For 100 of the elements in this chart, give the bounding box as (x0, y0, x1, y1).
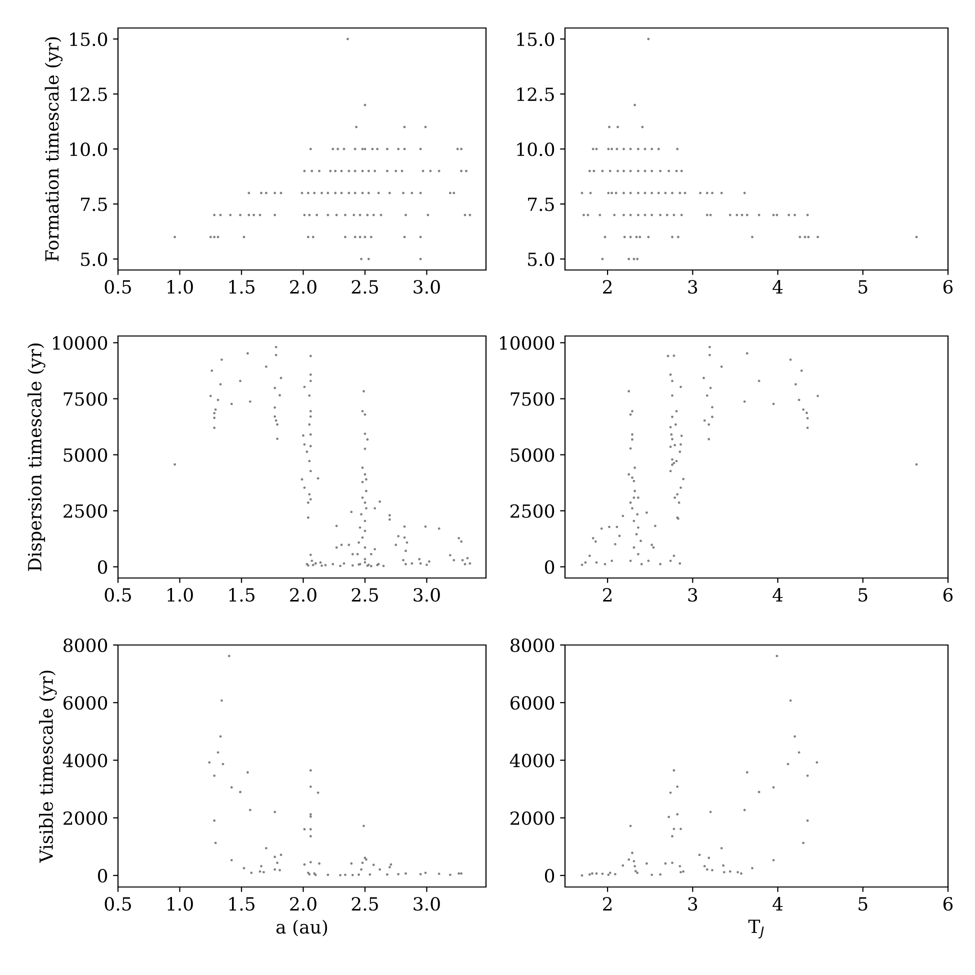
y-tick-label: 12.5 (517, 87, 554, 102)
point (802, 842, 805, 844)
x-tick-label: 6 (943, 897, 953, 911)
y-tick-label: 4000 (62, 754, 108, 768)
y-tick-label: 8000 (64, 638, 108, 652)
point (650, 874, 654, 876)
x-tick-label: 5 (858, 280, 868, 294)
x-tick-label: 2.0 (290, 897, 316, 911)
x-tick-label: 2 (603, 897, 612, 910)
x-axis-title: T$_{J}$ (748, 920, 764, 938)
point (728, 870, 732, 873)
x-tick-label: 3.0 (414, 588, 440, 602)
y-tick-label: 6000 (510, 696, 554, 710)
point (632, 860, 636, 862)
point (816, 761, 818, 764)
point (668, 816, 670, 818)
x-tick-label: 1.5 (229, 897, 254, 911)
x-tick-label: 0.5 (104, 897, 131, 911)
y-tick-label: 15.0 (70, 32, 108, 46)
point (676, 785, 679, 788)
y-tick-label: 5000 (64, 448, 108, 462)
x-tick-label: 2.5 (352, 897, 378, 911)
x-tick-label: 3.0 (414, 280, 440, 294)
x-tick-label: 1.0 (168, 588, 193, 602)
y-tick-label: 6000 (64, 696, 108, 710)
y-tick-label: 0 (544, 560, 554, 574)
x-tick-label: 4 (772, 897, 783, 910)
y-tick-label: 4000 (510, 754, 554, 768)
x-tick-label: 2.5 (352, 588, 378, 602)
x-tick-label: 3.0 (414, 897, 440, 911)
y-axis-title: Dispersion timescale (yr) (28, 344, 46, 571)
x-tick-label: 6 (943, 588, 953, 602)
y-tick-label: 10000 (53, 336, 108, 350)
point (772, 786, 775, 789)
y-tick-label: 0 (544, 868, 554, 883)
point (722, 870, 726, 874)
y-tick-label: 5.0 (528, 252, 554, 266)
x-tick-label: 1.5 (229, 280, 254, 294)
y-tick-label: 2500 (64, 504, 108, 518)
x-tick-label: 4 (772, 280, 783, 294)
point (772, 858, 775, 862)
point (703, 864, 706, 868)
point (608, 872, 612, 874)
y-tick-label: 5.0 (81, 252, 108, 266)
x-tick-label: 3 (688, 280, 698, 294)
y-axis-title: Visible timescale (yr) (39, 670, 57, 863)
point (628, 858, 630, 861)
point (708, 856, 710, 860)
point (746, 771, 748, 774)
point (794, 735, 796, 738)
x-tick-label: 2 (603, 280, 612, 294)
y-tick-label: 10.0 (70, 142, 108, 156)
point (740, 872, 742, 875)
x-tick-label: 0.5 (104, 588, 131, 602)
y-axis-title: Formation timescale (yr) (44, 37, 63, 262)
point (588, 873, 591, 876)
point (622, 864, 624, 867)
y-tick-label: 5000 (510, 448, 554, 462)
x-tick-label: 2.5 (352, 280, 378, 294)
point (672, 769, 676, 772)
y-tick-label: 15.0 (517, 32, 554, 46)
x-tick-label: 2.0 (290, 588, 316, 602)
point (607, 874, 610, 876)
y-tick-label: 7.5 (528, 198, 554, 212)
x-tick-label: 2 (603, 588, 612, 602)
y-tick-label: 7500 (510, 392, 554, 406)
y-tick-label: 0 (98, 868, 108, 883)
y-tick-label: 10000 (500, 336, 554, 350)
y-tick-label: 2000 (64, 811, 108, 825)
y-tick-label: 0 (98, 560, 108, 574)
y-tick-label: 7500 (64, 392, 108, 406)
y-tick-label: 12.5 (70, 87, 107, 102)
x-tick-label: 3 (688, 897, 698, 911)
point (601, 872, 604, 876)
point (720, 846, 723, 850)
x-tick-label: 3 (688, 588, 698, 602)
point (806, 819, 809, 822)
x-tick-label: 1.0 (168, 280, 193, 294)
x-axis-title: a (au) (276, 920, 328, 936)
y-tick-label: 7.5 (81, 198, 107, 212)
point (636, 872, 639, 874)
point (669, 791, 672, 794)
point (678, 864, 682, 868)
y-tick-label: 2500 (510, 504, 554, 518)
x-tick-label: 2.0 (290, 280, 316, 294)
x-tick-label: 4 (772, 588, 783, 602)
x-tick-label: 0.5 (104, 280, 131, 294)
point (659, 873, 662, 876)
x-tick-label: 5 (858, 588, 868, 602)
x-tick-label: 1.0 (168, 897, 193, 911)
x-tick-label: 1.5 (229, 588, 254, 602)
x-tick-label: 5 (858, 897, 868, 911)
point (634, 870, 637, 872)
point (706, 868, 708, 871)
y-tick-label: 8000 (510, 638, 554, 652)
point (672, 828, 676, 830)
point (698, 854, 701, 856)
x-tick-label: 6 (943, 280, 953, 294)
y-tick-label: 2000 (510, 811, 554, 825)
y-tick-label: 10.0 (517, 142, 554, 156)
